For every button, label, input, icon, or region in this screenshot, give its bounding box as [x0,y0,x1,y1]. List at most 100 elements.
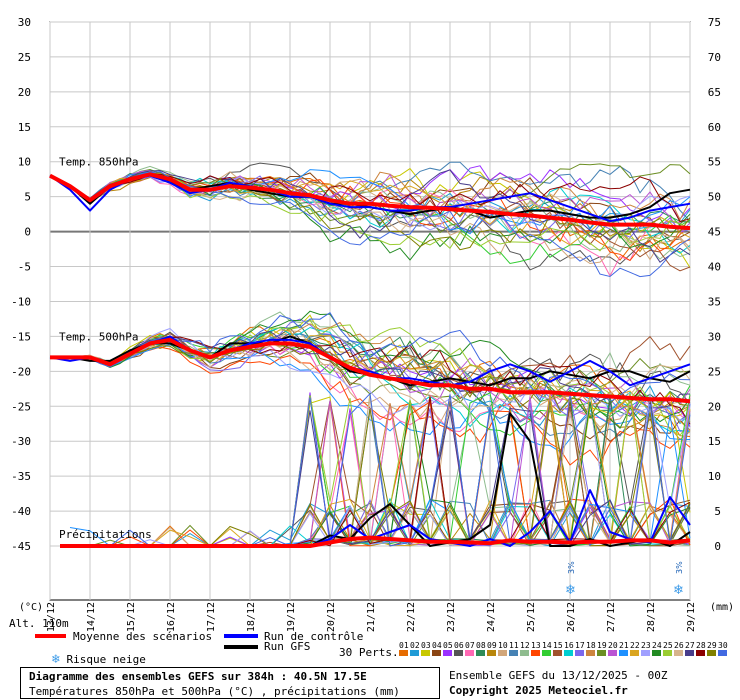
snow-legend: ❄ Risque neige [52,652,146,667]
left-tick-label: 25 [18,51,31,64]
left-tick-label: 15 [18,121,31,134]
pert-number: 25 [663,641,673,650]
pert-swatch [608,650,617,656]
right-tick-label: 5 [714,505,721,518]
pert-number: 11 [509,641,519,650]
pert-swatch [421,650,430,656]
pert-swatch [663,650,672,656]
pert-number: 20 [608,641,618,650]
altitude-label: Alt. 110m [9,617,69,630]
pert-number: 28 [696,641,706,650]
pert-number: 12 [520,641,530,650]
pert-swatch [685,650,694,656]
left-tick-label: -35 [11,470,31,483]
pert-swatch [487,650,496,656]
x-tick-label: 26/12 [566,602,577,632]
right-tick-label: 55 [708,156,721,169]
control-swatch [224,634,258,638]
x-tick-label: 17/12 [206,602,217,632]
pert-number: 09 [487,641,497,650]
pert-swatch [597,650,606,656]
left-tick-label: -25 [11,400,31,413]
pert-swatch [399,650,408,656]
pert-swatch [586,650,595,656]
x-tick-label: 22/12 [406,602,417,632]
panel-label: Précipitations [59,528,152,541]
control-precip-line [60,489,691,547]
left-tick-label: -10 [11,295,31,308]
member-line [49,165,691,260]
pert-number: 01 [399,641,409,650]
x-tick-label: 25/12 [526,602,537,632]
pert-swatch [674,650,683,656]
left-tick-label: -30 [11,435,31,448]
x-tick-label: 19/12 [286,602,297,632]
member-line [49,169,691,263]
control-label: Run de contrôle [264,630,364,643]
pert-number: 02 [410,641,420,650]
left-tick-label: 20 [18,86,31,99]
pert-swatch [454,650,463,656]
x-tick-label: 18/12 [246,602,257,632]
pert-number: 24 [652,641,662,650]
right-tick-label: 45 [708,226,721,239]
member-line [49,311,691,403]
x-tick-label: 16/12 [166,602,177,632]
pert-number: 19 [597,641,607,650]
pert-number: 06 [454,641,464,650]
right-tick-label: 35 [708,295,721,308]
right-tick-label: 65 [708,86,721,99]
pert-swatch [410,650,419,656]
mean-precip-line [60,535,691,548]
pert-swatch [498,650,507,656]
pert-swatch [652,650,661,656]
pert-number: 16 [564,641,574,650]
gfs-label: Run GFS [264,640,311,653]
gfs-precip-line [60,412,691,547]
left-tick-label: -20 [11,365,31,378]
pert-swatch [696,650,705,656]
pert-swatch [432,650,441,656]
pert-number: 03 [421,641,431,650]
member-line [50,327,691,404]
member-line [49,172,691,246]
pert-swatch [553,650,562,656]
right-axis-unit: (mm) [710,602,734,613]
snowflake-icon: ❄ [565,583,576,598]
right-tick-label: 20 [708,400,721,413]
x-tick-label: 27/12 [606,602,617,632]
right-tick-label: 70 [708,51,721,64]
member-line [50,332,691,395]
left-tick-label: -5 [18,261,31,274]
pert-number: 29 [707,641,717,650]
snow-percent-label: 3% [567,561,576,574]
pert-number: 04 [432,641,442,650]
snow-label: Risque neige [66,653,146,666]
pert-number: 05 [443,641,453,650]
pert-number: 17 [575,641,585,650]
member-line [50,344,691,453]
x-tick-label: 15/12 [126,602,137,632]
perts-label: 30 Perts. [339,646,399,659]
footer-title: Diagramme des ensembles GEFS sur 384h : … [29,670,367,683]
left-axis-unit: (°C) [19,602,43,613]
gfs-swatch [224,645,258,649]
pert-number: 07 [465,641,475,650]
left-tick-label: 5 [24,191,31,204]
footer-subtitle: Températures 850hPa et 500hPa (°C) , pré… [29,685,400,698]
left-tick-label: 10 [18,156,31,169]
snow-markers: ❄ 3% ❄ 3% [565,561,684,598]
member-line [49,171,691,251]
right-tick-label: 10 [708,470,721,483]
pert-number: 13 [531,641,541,650]
right-tick-label: 60 [708,121,721,134]
left-tick-label: -45 [11,540,31,553]
pert-number: 10 [498,641,508,650]
panel-label: Temp. 850hPa [59,156,138,169]
pert-number: 08 [476,641,486,650]
pert-number: 22 [630,641,640,650]
pert-number: 14 [542,641,552,650]
pert-number: 30 [718,641,728,650]
pert-swatch [630,650,639,656]
